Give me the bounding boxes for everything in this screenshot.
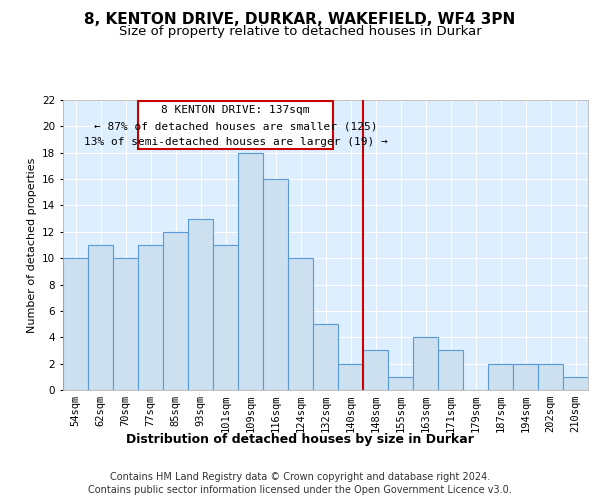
Text: ← 87% of detached houses are smaller (125): ← 87% of detached houses are smaller (12… bbox=[94, 121, 377, 131]
Bar bbox=[563, 377, 588, 390]
Bar bbox=[388, 377, 413, 390]
Bar bbox=[438, 350, 463, 390]
Text: 8 KENTON DRIVE: 137sqm: 8 KENTON DRIVE: 137sqm bbox=[161, 106, 310, 116]
Bar bbox=[288, 258, 313, 390]
Bar bbox=[88, 245, 113, 390]
Bar bbox=[313, 324, 338, 390]
Text: Contains HM Land Registry data © Crown copyright and database right 2024.: Contains HM Land Registry data © Crown c… bbox=[110, 472, 490, 482]
Bar bbox=[338, 364, 363, 390]
Bar bbox=[363, 350, 388, 390]
Text: 8, KENTON DRIVE, DURKAR, WAKEFIELD, WF4 3PN: 8, KENTON DRIVE, DURKAR, WAKEFIELD, WF4 … bbox=[85, 12, 515, 28]
Bar bbox=[513, 364, 538, 390]
Bar bbox=[538, 364, 563, 390]
Y-axis label: Number of detached properties: Number of detached properties bbox=[26, 158, 37, 332]
Bar bbox=[238, 152, 263, 390]
Bar bbox=[63, 258, 88, 390]
Bar bbox=[488, 364, 513, 390]
Bar bbox=[413, 338, 438, 390]
Text: Contains public sector information licensed under the Open Government Licence v3: Contains public sector information licen… bbox=[88, 485, 512, 495]
Bar bbox=[138, 245, 163, 390]
Text: Distribution of detached houses by size in Durkar: Distribution of detached houses by size … bbox=[126, 432, 474, 446]
Bar bbox=[213, 245, 238, 390]
Bar bbox=[263, 179, 288, 390]
Bar bbox=[163, 232, 188, 390]
Text: Size of property relative to detached houses in Durkar: Size of property relative to detached ho… bbox=[119, 25, 481, 38]
Text: 13% of semi-detached houses are larger (19) →: 13% of semi-detached houses are larger (… bbox=[83, 137, 388, 147]
Bar bbox=[113, 258, 138, 390]
Bar bbox=[138, 102, 333, 149]
Bar bbox=[188, 218, 213, 390]
